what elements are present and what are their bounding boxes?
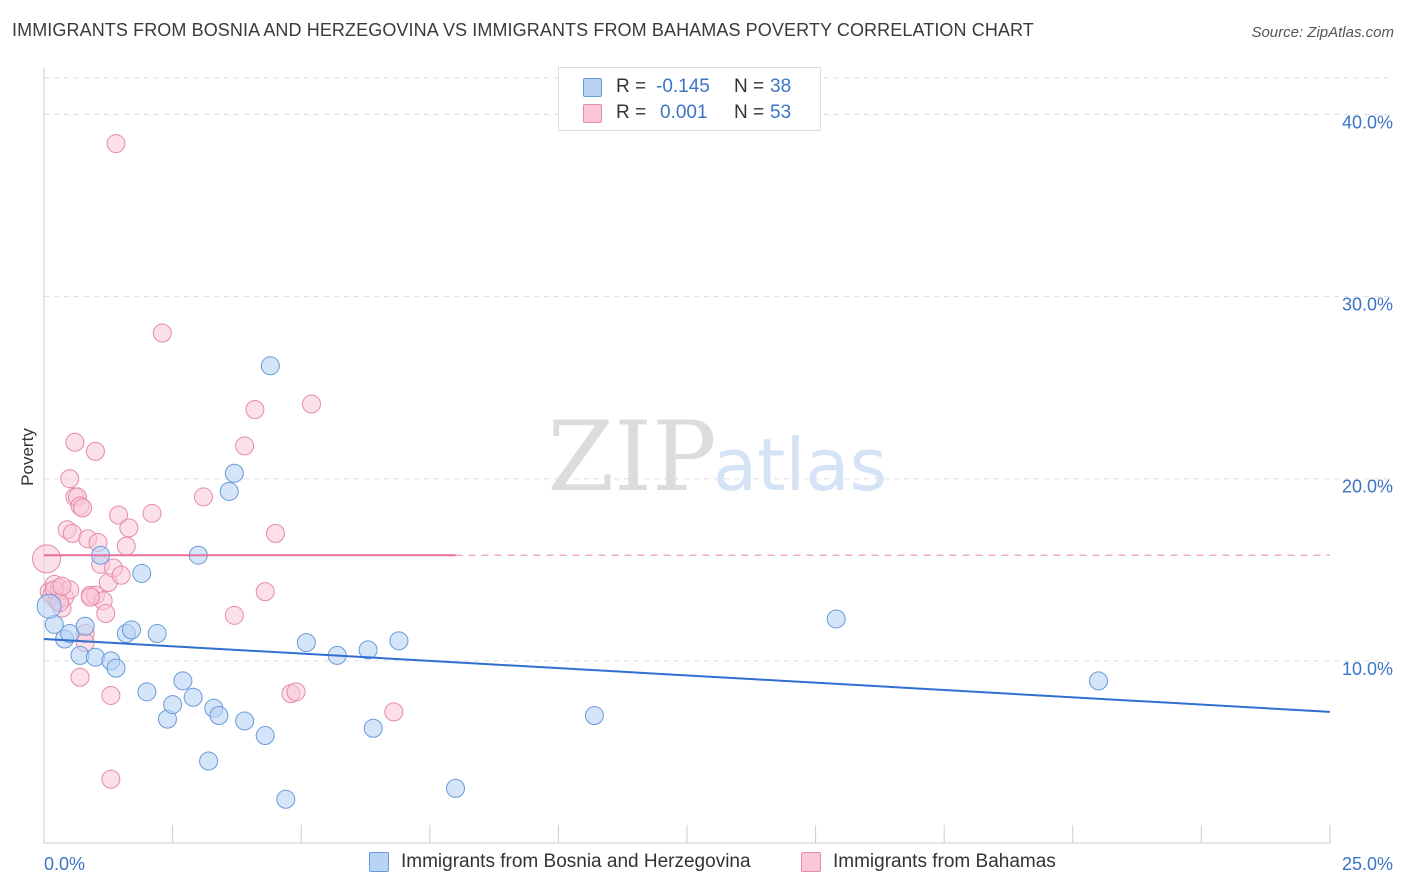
tick-labels: 10.0% 20.0% 30.0% 40.0% 0.0% 25.0% — [44, 112, 1393, 874]
bosnia-point — [276, 789, 296, 809]
bosnia-point — [296, 633, 316, 653]
bosnia-point — [584, 706, 604, 725]
legend-n-value: 53 — [770, 102, 792, 123]
x-tick-label: 25.0% — [1342, 854, 1393, 874]
legend-n-label: N = — [734, 102, 765, 123]
legend-swatch-blue — [583, 77, 602, 97]
bosnia-point — [260, 356, 280, 376]
legend-r-label: R = — [616, 102, 647, 123]
correlation-legend: R = -0.145 N = 38 R = 0.001 N = 53 — [558, 67, 821, 131]
axes — [43, 68, 1331, 844]
bosnia-point — [209, 706, 229, 725]
bosnia-point — [255, 726, 275, 746]
bahamas-point — [73, 498, 93, 518]
bahamas-point — [80, 587, 100, 607]
bosnia-point — [235, 711, 255, 731]
legend-row-bosnia: R = -0.145 N = 38 — [583, 75, 791, 99]
bosnia-trend-line — [43, 638, 1331, 713]
source-credit: Source: ZipAtlas.com — [1251, 24, 1394, 41]
bahamas-point — [265, 523, 285, 543]
bosnia-point — [826, 609, 846, 629]
bahamas-point — [111, 565, 131, 585]
bosnia-point — [147, 624, 167, 644]
bottom-legend-label-bosnia: Immigrants from Bosnia and Herzegovina — [401, 851, 751, 872]
watermark: ZIP atlas — [547, 401, 887, 513]
bosnia-point — [358, 640, 378, 660]
bahamas-point — [384, 702, 404, 722]
bosnia-point — [85, 647, 105, 667]
bahamas-point — [245, 400, 265, 419]
bosnia-point — [1089, 671, 1109, 691]
bahamas-point — [65, 432, 85, 452]
bottom-legend-swatch-blue — [369, 852, 389, 872]
bosnia-point — [132, 563, 152, 583]
bottom-legend-bahamas: Immigrants from Bahamas — [801, 851, 1056, 873]
bosnia-point — [363, 718, 383, 738]
bosnia-point — [36, 593, 62, 619]
bahamas-point — [286, 682, 306, 702]
bahamas-point — [142, 503, 162, 523]
legend-n-value: 38 — [770, 76, 792, 97]
bahamas-point — [224, 605, 244, 625]
bosnia-point — [219, 481, 239, 501]
y-tick-label: 30.0% — [1342, 295, 1393, 315]
x-tick-label: 0.0% — [44, 854, 85, 874]
legend-row-bahamas: R = 0.001 N = 53 — [583, 101, 791, 125]
bahamas-point — [301, 394, 321, 414]
watermark-zip: ZIP — [547, 401, 716, 513]
bosnia-point — [173, 671, 193, 691]
bahamas-point — [193, 487, 213, 507]
y-tick-label: 40.0% — [1342, 112, 1393, 132]
series-bahamas-points — [32, 134, 404, 789]
watermark-atlas: atlas — [713, 423, 887, 507]
grid-lines — [44, 77, 1392, 662]
bahamas-point — [106, 134, 126, 154]
bahamas-point — [96, 604, 116, 623]
bahamas-point — [60, 469, 80, 489]
bahamas-point — [255, 582, 275, 602]
legend-n-label: N = — [734, 76, 765, 97]
bahamas-point — [70, 667, 90, 687]
trend-lines — [43, 554, 1331, 713]
bosnia-point — [446, 778, 466, 798]
legend-swatch-pink — [583, 103, 602, 123]
bahamas-point — [52, 576, 72, 596]
bahamas-point — [32, 544, 62, 574]
bahamas-point — [101, 769, 121, 789]
series-bosnia-points — [36, 356, 1109, 809]
bottom-legend-label-bahamas: Immigrants from Bahamas — [833, 851, 1056, 872]
y-tick-label: 20.0% — [1342, 477, 1393, 497]
bahamas-point — [109, 505, 129, 525]
bosnia-point — [199, 751, 219, 771]
bahamas-point — [235, 436, 255, 456]
legend-r-label: R = — [616, 76, 647, 97]
bahamas-point — [152, 323, 172, 343]
bosnia-point — [389, 631, 409, 651]
bosnia-point — [121, 620, 141, 640]
chart-title: IMMIGRANTS FROM BOSNIA AND HERZEGOVINA V… — [12, 20, 1034, 40]
bottom-legend-swatch-pink — [801, 852, 821, 872]
legend-r-value: -0.145 — [656, 76, 710, 97]
bosnia-point — [75, 616, 95, 636]
bahamas-point — [101, 685, 121, 705]
bosnia-point — [163, 695, 183, 715]
bahamas-point — [119, 518, 139, 538]
bahamas-point — [116, 536, 136, 556]
bosnia-point — [183, 687, 203, 707]
bahamas-point — [85, 441, 105, 461]
bosnia-point — [224, 463, 244, 483]
bottom-legend-bosnia: Immigrants from Bosnia and Herzegovina — [369, 851, 751, 873]
bosnia-point — [106, 658, 126, 678]
y-tick-label: 10.0% — [1342, 659, 1393, 679]
y-axis-label: Poverty — [18, 428, 37, 486]
legend-r-value: 0.001 — [660, 102, 708, 123]
bosnia-point — [60, 624, 80, 644]
bosnia-point — [137, 682, 157, 702]
